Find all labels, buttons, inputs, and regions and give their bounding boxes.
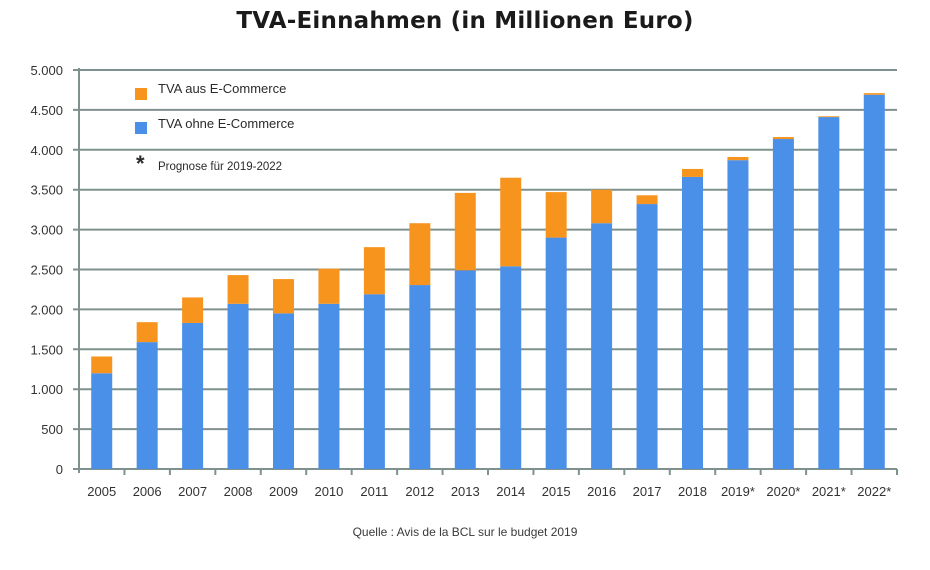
x-tick-label: 2017 <box>633 484 662 499</box>
y-tick-label: 2.000 <box>30 302 63 317</box>
bar-ecommerce-2019 <box>727 156 749 161</box>
bar-ecommerce-2017 <box>636 195 658 205</box>
bar-non-ecommerce-2010 <box>318 303 340 469</box>
gridlines <box>73 69 897 470</box>
bar-ecommerce-2014 <box>500 177 522 267</box>
bar-ecommerce-2018 <box>682 168 703 177</box>
forecast-asterisk-icon: * <box>136 151 145 176</box>
x-tick-label: 2011 <box>360 484 388 499</box>
y-tick-label: 0 <box>56 462 63 477</box>
bar-non-ecommerce-2012 <box>409 285 431 469</box>
legend-swatch-ecommerce <box>135 88 147 100</box>
y-tick-label: 1.500 <box>30 342 63 357</box>
bar-non-ecommerce-2018 <box>682 176 703 469</box>
bar-non-ecommerce-2015 <box>545 237 567 469</box>
x-tick-label: 2012 <box>405 484 434 499</box>
x-tick-label: 2016 <box>587 484 616 499</box>
y-tick-label: 1.000 <box>30 382 63 397</box>
x-tick-label: 2021* <box>812 484 846 499</box>
x-tick-label: 2005 <box>87 484 116 499</box>
bar-ecommerce-2020 <box>772 137 794 140</box>
x-tick-label: 2010 <box>314 484 343 499</box>
bar-non-ecommerce-2007 <box>182 322 204 469</box>
legend: TVA aus E-Commerce TVA ohne E-Commerce *… <box>135 81 294 176</box>
bar-non-ecommerce-2013 <box>454 270 476 469</box>
bar-non-ecommerce-2014 <box>500 266 522 469</box>
x-tick-label: 2019* <box>721 484 755 499</box>
bar-ecommerce-2009 <box>273 279 294 314</box>
source-note: Quelle : Avis de la BCL sur le budget 20… <box>352 525 578 539</box>
bar-ecommerce-2022 <box>863 93 885 95</box>
legend-label-ecommerce: TVA aus E-Commerce <box>158 81 286 96</box>
legend-swatch-non-ecommerce <box>135 122 147 134</box>
bar-non-ecommerce-2022 <box>863 94 885 469</box>
forecast-note: Prognose für 2019-2022 <box>158 161 282 173</box>
bar-ecommerce-2008 <box>227 275 249 304</box>
bar-non-ecommerce-2020 <box>772 139 794 470</box>
bar-non-ecommerce-2011 <box>363 294 385 469</box>
x-tick-label: 2013 <box>451 484 480 499</box>
x-tick-label: 2009 <box>269 484 298 499</box>
y-tick-label: 3.000 <box>30 223 63 238</box>
chart-title: TVA-Einnahmen (in Millionen Euro) <box>236 8 694 34</box>
bar-ecommerce-2005 <box>91 356 113 374</box>
legend-label-non-ecommerce: TVA ohne E-Commerce <box>158 116 294 131</box>
bar-non-ecommerce-2005 <box>91 373 113 469</box>
y-tick-label: 4.000 <box>30 143 63 158</box>
x-tick-label: 2006 <box>133 484 162 499</box>
x-tick-label: 2008 <box>224 484 253 499</box>
axes: 0 500 1.000 1.500 2.000 2.500 3.000 3.500 4.000 4… <box>30 63 898 499</box>
bar-ecommerce-2016 <box>591 189 613 224</box>
bar-ecommerce-2006 <box>136 322 158 343</box>
bar-ecommerce-2007 <box>182 297 204 323</box>
bar-non-ecommerce-2021 <box>818 117 840 469</box>
bar-ecommerce-2013 <box>454 192 476 271</box>
bar-ecommerce-2010 <box>318 268 340 304</box>
bar-ecommerce-2011 <box>363 247 385 295</box>
bar-non-ecommerce-2008 <box>227 303 249 469</box>
bar-non-ecommerce-2006 <box>136 342 158 469</box>
bar-ecommerce-2021 <box>818 116 840 118</box>
y-tick-label: 5.000 <box>30 63 63 78</box>
bar-non-ecommerce-2009 <box>273 313 294 469</box>
x-tick-label: 2007 <box>178 484 207 499</box>
y-tick-label: 4.500 <box>30 103 63 118</box>
y-tick-label: 2.500 <box>30 263 63 278</box>
bar-non-ecommerce-2019 <box>727 160 749 469</box>
bars <box>91 93 885 470</box>
x-tick-label: 2022* <box>857 484 891 499</box>
y-tick-label: 500 <box>41 422 63 437</box>
bar-ecommerce-2015 <box>545 192 567 238</box>
bar-ecommerce-2012 <box>409 223 431 286</box>
x-tick-label: 2015 <box>542 484 571 499</box>
x-tick-label: 2014 <box>496 484 525 499</box>
y-tick-label: 3.500 <box>30 183 63 198</box>
bar-non-ecommerce-2016 <box>591 223 613 469</box>
x-tick-label: 2018 <box>678 484 707 499</box>
bar-non-ecommerce-2017 <box>636 204 658 469</box>
x-tick-label: 2020* <box>766 484 800 499</box>
